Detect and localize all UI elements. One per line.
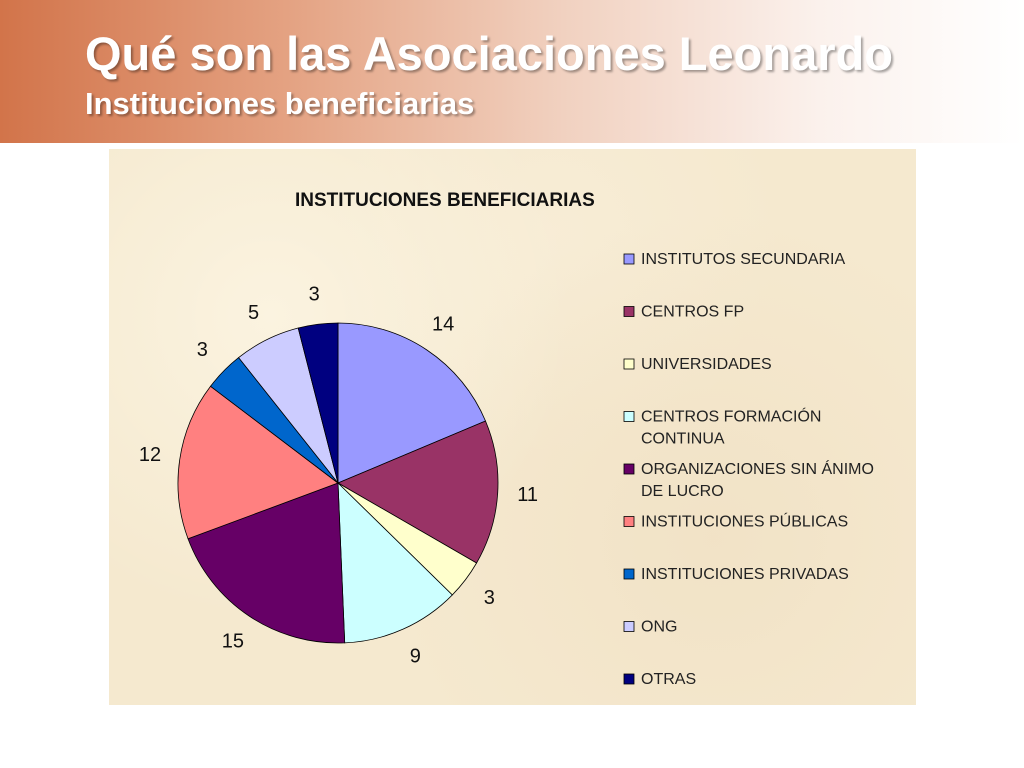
pie-slice bbox=[187, 482, 346, 644]
chart-panel: INSTITUCIONES BENEFICIARIAS 14 11 3 9 15 12 3 5… bbox=[109, 149, 916, 705]
legend-swatch bbox=[623, 358, 635, 370]
legend-swatch bbox=[623, 253, 635, 265]
legend-label: CENTROS FP bbox=[641, 303, 744, 320]
legend-swatch bbox=[623, 306, 635, 317]
pie-data-label: 9 bbox=[410, 646, 421, 668]
legend-label: UNIVERSIDADES bbox=[641, 356, 772, 373]
legend-swatch bbox=[623, 411, 635, 422]
pie-data-label: 3 bbox=[197, 339, 208, 361]
pie-data-label: 15 bbox=[222, 630, 244, 652]
pie-data-label: 12 bbox=[139, 444, 161, 466]
pie-slice bbox=[337, 322, 487, 484]
legend-swatch bbox=[623, 463, 635, 475]
legend-item: INSTITUCIONES PÚBLICAS bbox=[623, 511, 848, 530]
legend-item: ORGANIZACIONES SIN ÁNIMO DE LUCRO bbox=[623, 459, 874, 500]
pie-data-label: 3 bbox=[309, 284, 320, 306]
legend-item: CENTROS FP bbox=[623, 303, 744, 320]
legend-label: OTRAS bbox=[641, 671, 696, 688]
legend-label: INSTITUTOS SECUNDARIA bbox=[641, 251, 846, 268]
pie-slices bbox=[177, 322, 499, 644]
pie-data-label: 14 bbox=[432, 314, 454, 336]
legend-item: ONG bbox=[623, 618, 677, 635]
pie-slice bbox=[337, 420, 499, 564]
legend-swatch bbox=[623, 621, 635, 632]
slide-title: Qué son las Asociaciones Leonardo bbox=[85, 27, 893, 80]
legend-label: CENTROS FORMACIÓN CONTINUA bbox=[641, 406, 821, 447]
legend-item: INSTITUCIONES PRIVADAS bbox=[623, 566, 849, 583]
pie-slice bbox=[297, 322, 339, 484]
legend-swatch bbox=[623, 673, 635, 685]
pie-slice bbox=[177, 385, 339, 540]
legend-swatch bbox=[623, 516, 635, 527]
slide-header: Qué son las Asociaciones Leonardo Instit… bbox=[0, 0, 1024, 143]
pie-data-label: 5 bbox=[248, 302, 259, 324]
pie-chart: INSTITUCIONES BENEFICIARIAS 14 11 3 9 15 12 3 5… bbox=[139, 190, 874, 688]
legend-item: OTRAS bbox=[623, 671, 696, 688]
pie-data-label: 11 bbox=[517, 484, 538, 506]
legend-label: ORGANIZACIONES SIN ÁNIMO DE LUCRO bbox=[641, 459, 874, 500]
legend-item: UNIVERSIDADES bbox=[623, 356, 772, 373]
legend-item: CENTROS FORMACIÓN CONTINUA bbox=[623, 406, 821, 447]
chart-legend: INSTITUTOS SECUNDARIA CENTROS FP UNIVERSID… bbox=[623, 251, 874, 688]
legend-swatch bbox=[623, 568, 635, 580]
pie-data-label: 3 bbox=[484, 587, 495, 609]
pie-data-labels: 14 11 3 9 15 12 3 5 3 bbox=[139, 284, 538, 668]
chart-title: INSTITUCIONES BENEFICIARIAS bbox=[295, 190, 595, 211]
legend-label: ONG bbox=[641, 618, 677, 635]
legend-item: INSTITUTOS SECUNDARIA bbox=[623, 251, 846, 268]
legend-label: INSTITUCIONES PÚBLICAS bbox=[641, 511, 848, 530]
pie-slice bbox=[337, 482, 453, 644]
legend-label: INSTITUCIONES PRIVADAS bbox=[641, 566, 849, 583]
slide-subtitle: Instituciones beneficiarias bbox=[85, 86, 475, 121]
